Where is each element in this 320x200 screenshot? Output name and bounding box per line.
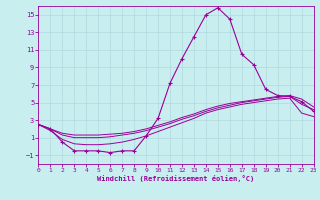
X-axis label: Windchill (Refroidissement éolien,°C): Windchill (Refroidissement éolien,°C) (97, 175, 255, 182)
